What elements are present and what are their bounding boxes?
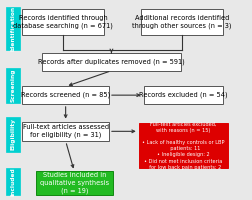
FancyBboxPatch shape — [22, 9, 104, 35]
Text: Records excluded (n = 54): Records excluded (n = 54) — [139, 92, 228, 98]
FancyBboxPatch shape — [6, 168, 20, 195]
Text: Records after duplicates removed (n = 591): Records after duplicates removed (n = 59… — [38, 59, 185, 65]
Text: Identification: Identification — [11, 6, 16, 51]
FancyBboxPatch shape — [141, 9, 223, 35]
FancyBboxPatch shape — [144, 86, 223, 104]
Text: Full-text articles excluded,
with reasons (n = 15)

• Lack of healthy controls o: Full-text articles excluded, with reason… — [142, 121, 225, 170]
FancyBboxPatch shape — [42, 53, 181, 71]
FancyBboxPatch shape — [22, 86, 109, 104]
Text: Screening: Screening — [11, 69, 16, 102]
Text: Included: Included — [11, 167, 16, 196]
FancyBboxPatch shape — [139, 123, 228, 168]
FancyBboxPatch shape — [6, 7, 20, 50]
Text: Records screened (n = 85): Records screened (n = 85) — [21, 92, 110, 98]
Text: Studies included in
qualitative synthesis
(n = 19): Studies included in qualitative synthesi… — [40, 172, 109, 194]
FancyBboxPatch shape — [22, 122, 109, 141]
Text: Full-text articles assessed
for eligibility (n = 31): Full-text articles assessed for eligibil… — [23, 124, 109, 138]
Text: Eligibility: Eligibility — [11, 118, 16, 150]
FancyBboxPatch shape — [6, 117, 20, 152]
Text: Additional records identified
through other sources (n = 3): Additional records identified through ot… — [132, 15, 232, 29]
FancyBboxPatch shape — [36, 171, 113, 195]
Text: Records identified through
database searching (n = 671): Records identified through database sear… — [13, 15, 113, 29]
FancyBboxPatch shape — [6, 68, 20, 103]
